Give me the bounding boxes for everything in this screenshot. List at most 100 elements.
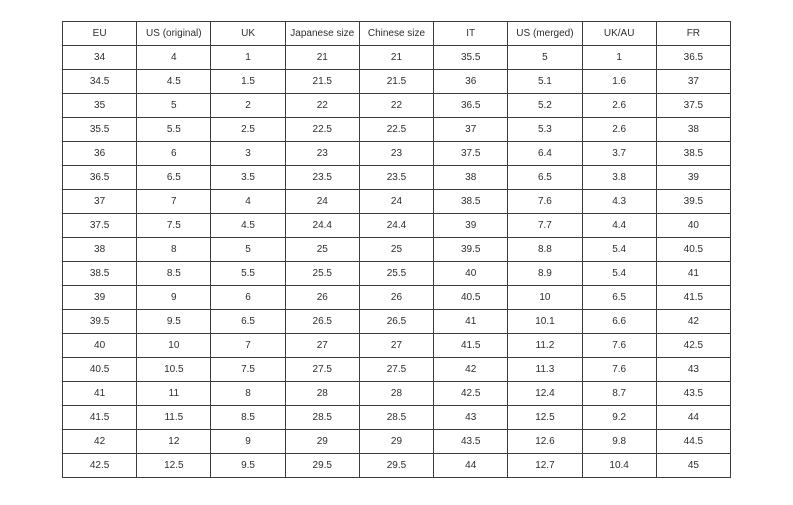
size-conversion-table-container: EU US (original) UK Japanese size Chinese si… <box>61 21 732 478</box>
table-cell: 12.6 <box>507 429 583 454</box>
table-cell: 25.5 <box>358 261 435 286</box>
table-cell: 5.4 <box>581 237 657 262</box>
table-body: 34 4 1 21 21 35.5 5 1 36.5 34.5 4.5 1.5 21.5 21.5 36 5.… <box>61 45 732 478</box>
table-cell: 35.5 <box>61 117 138 142</box>
table-cell: 42.5 <box>655 333 732 358</box>
table-cell: 27.5 <box>358 357 435 382</box>
table-cell: 11.3 <box>507 357 583 382</box>
table-row: 34.5 4.5 1.5 21.5 21.5 36 5.1 1.6 37 <box>61 69 732 94</box>
table-cell: 10.5 <box>136 357 212 382</box>
table-cell: 3 <box>210 141 286 166</box>
table-cell: 37 <box>61 189 138 214</box>
table-cell: 29.5 <box>284 453 360 478</box>
table-cell: 39 <box>655 165 732 190</box>
table-cell: 5.4 <box>581 261 657 286</box>
column-header-us-merged: US (merged) <box>507 21 583 46</box>
column-header-it: IT <box>433 21 509 46</box>
table-cell: 37 <box>433 117 509 142</box>
table-cell: 8.5 <box>210 405 286 430</box>
table-cell: 34.5 <box>61 69 138 94</box>
table-cell: 1.5 <box>210 69 286 94</box>
table-cell: 38.5 <box>433 189 509 214</box>
table-cell: 6 <box>210 285 286 310</box>
table-cell: 38 <box>655 117 732 142</box>
table-cell: 24 <box>284 189 360 214</box>
table-cell: 2.6 <box>581 93 657 118</box>
table-cell: 8.7 <box>581 381 657 406</box>
table-cell: 37.5 <box>655 93 732 118</box>
table-cell: 5 <box>210 237 286 262</box>
table-cell: 5.5 <box>210 261 286 286</box>
table-cell: 9 <box>210 429 286 454</box>
table-cell: 7.5 <box>210 357 286 382</box>
table-cell: 7 <box>136 189 212 214</box>
table-cell: 36 <box>61 141 138 166</box>
table-cell: 5.5 <box>136 117 212 142</box>
table-cell: 12.5 <box>136 453 212 478</box>
table-cell: 4.5 <box>136 69 212 94</box>
table-cell: 40.5 <box>61 357 138 382</box>
table-cell: 42 <box>433 357 509 382</box>
table-cell: 28 <box>358 381 435 406</box>
column-header-chinese-size: Chinese size <box>358 21 435 46</box>
table-cell: 43 <box>433 405 509 430</box>
table-cell: 7 <box>210 333 286 358</box>
table-row: 40 10 7 27 27 41.5 11.2 7.6 42.5 <box>61 333 732 358</box>
table-cell: 26 <box>284 285 360 310</box>
table-cell: 29 <box>284 429 360 454</box>
table-cell: 35.5 <box>433 45 509 70</box>
table-cell: 4.5 <box>210 213 286 238</box>
table-cell: 6.5 <box>581 285 657 310</box>
table-cell: 1 <box>210 45 286 70</box>
table-cell: 29 <box>358 429 435 454</box>
table-cell: 6.4 <box>507 141 583 166</box>
table-cell: 10.4 <box>581 453 657 478</box>
table-cell: 21 <box>284 45 360 70</box>
table-cell: 10.1 <box>507 309 583 334</box>
table-cell: 9.8 <box>581 429 657 454</box>
column-header-fr: FR <box>655 21 732 46</box>
table-cell: 12 <box>136 429 212 454</box>
table-cell: 39.5 <box>61 309 138 334</box>
table-cell: 10 <box>507 285 583 310</box>
table-cell: 45 <box>655 453 732 478</box>
table-cell: 11 <box>136 381 212 406</box>
table-cell: 42.5 <box>433 381 509 406</box>
table-cell: 40 <box>433 261 509 286</box>
table-cell: 8 <box>210 381 286 406</box>
table-cell: 28.5 <box>284 405 360 430</box>
table-cell: 3.8 <box>581 165 657 190</box>
table-row: 37 7 4 24 24 38.5 7.6 4.3 39.5 <box>61 189 732 214</box>
table-cell: 21.5 <box>358 69 435 94</box>
table-cell: 21.5 <box>284 69 360 94</box>
table-cell: 12.4 <box>507 381 583 406</box>
table-cell: 26 <box>358 285 435 310</box>
header-row: EU US (original) UK Japanese size Chinese si… <box>61 21 732 46</box>
column-header-eu: EU <box>61 21 138 46</box>
table-cell: 38 <box>433 165 509 190</box>
table-cell: 11.5 <box>136 405 212 430</box>
table-cell: 39 <box>61 285 138 310</box>
table-cell: 23 <box>284 141 360 166</box>
table-cell: 9 <box>136 285 212 310</box>
table-cell: 43.5 <box>655 381 732 406</box>
table-cell: 44.5 <box>655 429 732 454</box>
table-cell: 27 <box>358 333 435 358</box>
table-row: 36 6 3 23 23 37.5 6.4 3.7 38.5 <box>61 141 732 166</box>
table-cell: 25.5 <box>284 261 360 286</box>
table-cell: 42 <box>61 429 138 454</box>
table-cell: 8.9 <box>507 261 583 286</box>
table-cell: 23 <box>358 141 435 166</box>
table-row: 36.5 6.5 3.5 23.5 23.5 38 6.5 3.8 39 <box>61 165 732 190</box>
table-cell: 34 <box>61 45 138 70</box>
table-cell: 2 <box>210 93 286 118</box>
column-header-japanese-size: Japanese size <box>284 21 360 46</box>
table-cell: 23.5 <box>358 165 435 190</box>
table-cell: 9.2 <box>581 405 657 430</box>
table-row: 39 9 6 26 26 40.5 10 6.5 41.5 <box>61 285 732 310</box>
table-cell: 24.4 <box>284 213 360 238</box>
table-cell: 9.5 <box>210 453 286 478</box>
table-cell: 38 <box>61 237 138 262</box>
table-cell: 5.2 <box>507 93 583 118</box>
table-cell: 7.6 <box>581 333 657 358</box>
